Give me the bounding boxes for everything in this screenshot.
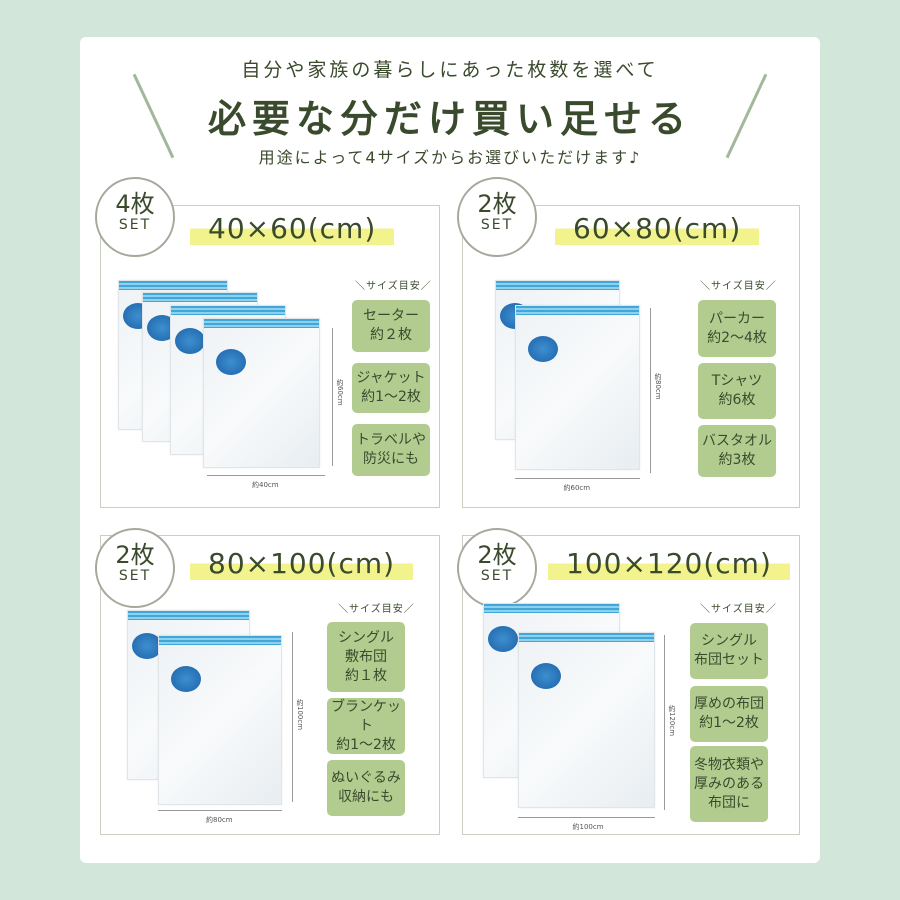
set-label: SET bbox=[480, 568, 514, 584]
vacuum-bag-image bbox=[158, 635, 282, 805]
set-count-badge: 2枚 SET bbox=[95, 528, 175, 608]
height-label: 約60cm bbox=[336, 379, 344, 406]
width-label: 約60cm bbox=[563, 484, 591, 492]
height-label: 約120cm bbox=[668, 704, 676, 736]
height-dimension-line bbox=[292, 632, 293, 802]
valve-icon bbox=[216, 349, 246, 375]
zipper bbox=[159, 636, 281, 645]
zipper bbox=[484, 604, 619, 613]
valve-icon bbox=[132, 633, 162, 659]
size-guide-tag: Tシャツ 約6枚 bbox=[698, 363, 776, 419]
header-subtitle-bottom: 用途によって4サイズからお選びいただけます♪ bbox=[258, 148, 642, 167]
set-count: 2枚 bbox=[477, 541, 517, 569]
zipper bbox=[516, 306, 639, 315]
size-guide-tag: ジャケット 約1〜2枚 bbox=[352, 363, 430, 413]
size-guide-label: ＼サイズ目安／ bbox=[700, 604, 777, 615]
set-count-badge: 2枚 SET bbox=[457, 177, 537, 257]
width-dimension-line bbox=[158, 810, 282, 811]
size-guide-tag: トラベルや 防災にも bbox=[352, 424, 430, 476]
zipper bbox=[128, 611, 249, 620]
size-guide-tag: バスタオル 約3枚 bbox=[698, 425, 776, 477]
header-title: 必要な分だけ買い足せる bbox=[207, 97, 692, 141]
size-guide-tag: 冬物衣類や 厚みのある 布団に bbox=[690, 746, 768, 822]
height-dimension-line bbox=[650, 308, 651, 473]
size-dimensions: 100×120(cm) bbox=[548, 547, 790, 580]
valve-icon bbox=[175, 328, 205, 354]
size-dimensions: 80×100(cm) bbox=[190, 547, 414, 580]
zipper bbox=[496, 281, 619, 290]
size-guide-tag: 厚めの布団 約1〜2枚 bbox=[690, 686, 768, 742]
size-dimensions: 40×60(cm) bbox=[190, 212, 395, 245]
width-dimension-line bbox=[515, 478, 640, 479]
width-dimension-line bbox=[207, 475, 325, 476]
set-count-badge: 4枚 SET bbox=[95, 177, 175, 257]
size-guide-tag: ぬいぐるみ 収納にも bbox=[327, 760, 405, 816]
set-label: SET bbox=[118, 217, 152, 233]
width-label: 約80cm bbox=[206, 816, 233, 824]
valve-icon bbox=[171, 666, 201, 692]
height-label: 約80cm bbox=[654, 372, 662, 400]
valve-icon bbox=[528, 336, 558, 362]
valve-icon bbox=[531, 663, 561, 689]
height-label: 約100cm bbox=[296, 699, 304, 731]
vacuum-bag-image bbox=[515, 305, 640, 470]
size-guide-tag: シングル 敷布団 約１枚 bbox=[327, 622, 405, 692]
width-label: 約100cm bbox=[572, 823, 604, 831]
zipper bbox=[119, 281, 227, 290]
size-guide-tag: パーカー 約2〜4枚 bbox=[698, 300, 776, 357]
valve-icon bbox=[488, 626, 518, 652]
set-count-badge: 2枚 SET bbox=[457, 528, 537, 608]
width-label: 約40cm bbox=[252, 481, 279, 489]
size-guide-tag: ブランケット 約1〜2枚 bbox=[327, 698, 405, 754]
size-guide-label: ＼サイズ目安／ bbox=[355, 281, 432, 292]
height-dimension-line bbox=[664, 635, 665, 810]
width-dimension-line bbox=[518, 817, 655, 818]
size-guide-label: ＼サイズ目安／ bbox=[338, 604, 415, 615]
size-dimensions: 60×80(cm) bbox=[555, 212, 760, 245]
zipper bbox=[143, 293, 257, 302]
zipper bbox=[204, 319, 319, 328]
size-guide-label: ＼サイズ目安／ bbox=[700, 281, 777, 292]
set-count: 2枚 bbox=[477, 190, 517, 218]
set-count: 2枚 bbox=[115, 541, 155, 569]
set-count: 4枚 bbox=[115, 190, 155, 218]
vacuum-bag-image bbox=[518, 632, 655, 808]
size-guide-tag: シングル 布団セット bbox=[690, 623, 768, 679]
zipper bbox=[519, 633, 654, 642]
zipper bbox=[171, 306, 285, 315]
size-guide-tag: セーター 約２枚 bbox=[352, 300, 430, 352]
vacuum-bag-image bbox=[203, 318, 320, 468]
set-label: SET bbox=[480, 217, 514, 233]
set-label: SET bbox=[118, 568, 152, 584]
header-subtitle-top: 自分や家族の暮らしにあった枚数を選べて bbox=[241, 59, 659, 81]
height-dimension-line bbox=[332, 328, 333, 466]
